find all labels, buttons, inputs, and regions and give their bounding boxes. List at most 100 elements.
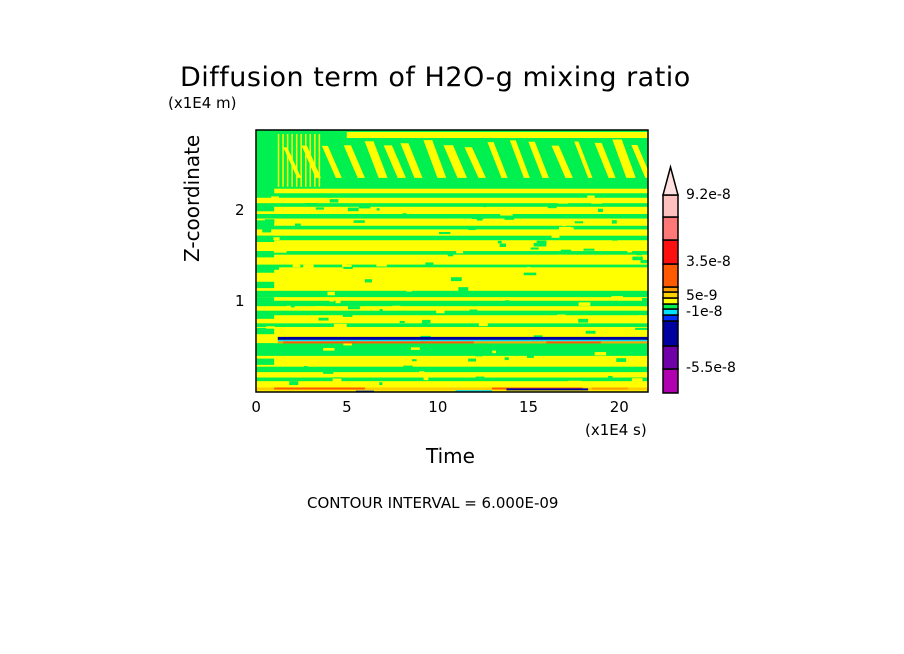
heatmap-cell xyxy=(455,390,492,392)
heatmap-cell xyxy=(409,232,422,235)
heatmap-cell xyxy=(256,204,275,212)
heatmap-cell xyxy=(635,327,648,330)
heatmap-cell xyxy=(458,287,469,292)
heatmap-cell xyxy=(335,299,341,304)
heatmap-cell xyxy=(256,193,648,198)
heatmap-cell xyxy=(327,291,335,296)
heatmap-cell xyxy=(636,251,643,256)
heatmap-cell xyxy=(256,312,275,319)
heatmap-cell xyxy=(574,141,593,178)
colorbar-label: 3.5e-8 xyxy=(686,254,731,270)
heatmap-cell xyxy=(591,387,629,390)
heatmap-cell xyxy=(310,208,322,212)
y-tick-label: 1 xyxy=(235,291,245,310)
heatmap-cell xyxy=(295,134,298,187)
heatmap-cell xyxy=(256,358,275,365)
heatmap-cell xyxy=(305,208,316,213)
heatmap-cell xyxy=(315,207,324,210)
heatmap-cell xyxy=(451,218,463,223)
heatmap-cell xyxy=(478,322,488,327)
heatmap-cell xyxy=(295,223,301,227)
heatmap-cell xyxy=(256,251,275,258)
heatmap-cell xyxy=(256,343,648,356)
heatmap-cell xyxy=(264,219,275,224)
heatmap-cell xyxy=(347,207,359,212)
heatmap-cell xyxy=(350,298,359,301)
colorbar-label: 5e-9 xyxy=(686,288,718,304)
heatmap-cell xyxy=(305,202,318,206)
heatmap-cell xyxy=(256,264,648,268)
colorbar-label: -5.5e-8 xyxy=(686,360,736,376)
heatmap-cell xyxy=(282,134,284,187)
y-tick-label: 2 xyxy=(235,201,245,220)
heatmap-cell xyxy=(487,142,508,178)
heatmap-cell xyxy=(587,195,595,199)
heatmap-cell xyxy=(271,196,279,199)
heatmap-cell xyxy=(570,227,574,231)
heatmap-cell xyxy=(632,256,643,261)
heatmap-cell xyxy=(504,357,509,361)
heatmap-cell xyxy=(611,296,623,300)
colorbar-segment xyxy=(662,297,679,305)
heatmap-cell xyxy=(277,336,648,340)
colorbar-arrow xyxy=(662,164,679,196)
heatmap-cell xyxy=(332,378,342,383)
heatmap-cell xyxy=(318,317,329,321)
heatmap-cell xyxy=(533,335,543,339)
heatmap-cell xyxy=(475,352,483,357)
heatmap-cell xyxy=(546,341,601,344)
heatmap-cell xyxy=(364,279,372,283)
x-axis-label: Time xyxy=(426,444,475,468)
heatmap-cell xyxy=(585,330,596,334)
heatmap-cell xyxy=(616,358,627,362)
colorbar-segment xyxy=(662,291,679,299)
heatmap-cell xyxy=(578,302,591,306)
heatmap-cell xyxy=(638,315,643,318)
heatmap-cell xyxy=(447,252,454,257)
heatmap-field xyxy=(256,130,648,392)
heatmap-cell xyxy=(422,319,431,324)
heatmap-cell xyxy=(443,145,468,178)
heatmap-cell xyxy=(400,143,423,178)
heatmap-cell xyxy=(425,262,434,266)
heatmap-cell xyxy=(323,370,334,374)
heatmap-cell xyxy=(533,242,547,247)
heatmap-cell xyxy=(368,377,380,380)
colorbar-segment xyxy=(662,216,679,241)
heatmap-cell xyxy=(523,272,537,276)
heatmap-cell xyxy=(456,250,464,254)
heatmap-cell xyxy=(287,315,294,319)
heatmap-cell xyxy=(594,142,616,178)
heatmap-cell xyxy=(475,376,485,381)
heatmap-cell xyxy=(419,341,474,344)
heatmap-cell xyxy=(273,248,287,253)
heatmap-cell xyxy=(392,305,401,309)
heatmap-cell xyxy=(547,204,557,209)
heatmap-cell xyxy=(412,359,417,362)
heatmap-cell xyxy=(364,256,370,261)
colorbar-label: -1e-8 xyxy=(686,304,723,320)
heatmap-cell xyxy=(536,240,547,245)
x-tick-label: 10 xyxy=(428,398,448,416)
y-unit-label: (x1E4 m) xyxy=(168,94,237,112)
heatmap-cell xyxy=(602,219,616,224)
heatmap-cell xyxy=(256,225,648,230)
heatmap-cell xyxy=(613,262,627,265)
heatmap-cell xyxy=(527,355,534,358)
heatmap-cell xyxy=(256,281,275,289)
heatmap-cell xyxy=(300,134,302,187)
heatmap-cell xyxy=(558,200,569,204)
heatmap-cell xyxy=(436,309,445,314)
heatmap-cell xyxy=(376,208,380,211)
heatmap-cell xyxy=(376,220,389,224)
heatmap-cell xyxy=(402,213,407,217)
heatmap-cell xyxy=(492,350,497,354)
colorbar-segment xyxy=(662,263,679,288)
heatmap-cell xyxy=(403,365,413,369)
heatmap-cell xyxy=(376,264,387,267)
heatmap-cell xyxy=(613,237,626,240)
heatmap-cell xyxy=(303,264,314,269)
heatmap-cell xyxy=(497,240,502,244)
heatmap-cell xyxy=(343,145,365,178)
heatmap-cell xyxy=(527,266,531,270)
